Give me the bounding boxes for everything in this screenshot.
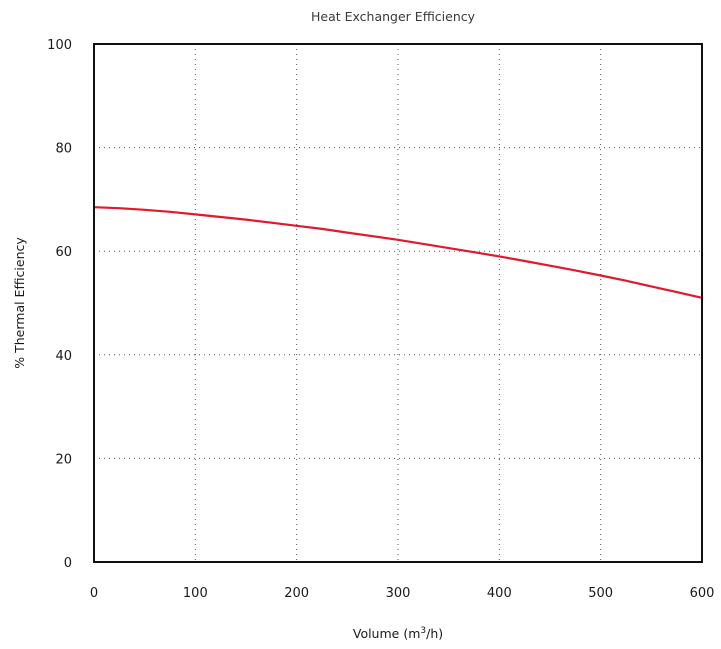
series-group: [92, 206, 704, 299]
x-tick-label: 100: [183, 586, 208, 601]
x-tick-label: 400: [487, 586, 512, 601]
x-axis-label: Volume (m3/h): [353, 626, 443, 641]
y-tick-label: 0: [64, 556, 72, 571]
x-tick-label: 200: [284, 586, 309, 601]
y-tick-label: 20: [55, 452, 72, 467]
x-tick-label: 600: [690, 586, 715, 601]
chart-title: Heat Exchanger Efficiency: [311, 9, 476, 24]
x-tick-label: 0: [90, 586, 98, 601]
y-tick-labels: 0 20 40 60 80 100: [47, 38, 72, 571]
plot-frame: [93, 43, 703, 563]
y-axis-label: % Thermal Efficiency: [12, 237, 27, 369]
y-tick-label: 60: [55, 245, 72, 260]
y-tick-label: 40: [55, 349, 72, 364]
x-axis-label-main: Volume (m: [353, 626, 421, 641]
y-tick-label: 100: [47, 38, 72, 53]
x-axis-label-tail: /h): [426, 626, 443, 641]
x-tick-label: 500: [588, 586, 613, 601]
y-tick-label: 80: [55, 142, 72, 157]
x-axis-label-superscript: 3: [420, 626, 426, 636]
x-tick-label: 300: [386, 586, 411, 601]
x-tick-labels: 0 100 200 300 400 500 600: [90, 586, 715, 601]
efficiency-line: [92, 206, 704, 299]
vertical-gridlines: [194, 44, 602, 562]
